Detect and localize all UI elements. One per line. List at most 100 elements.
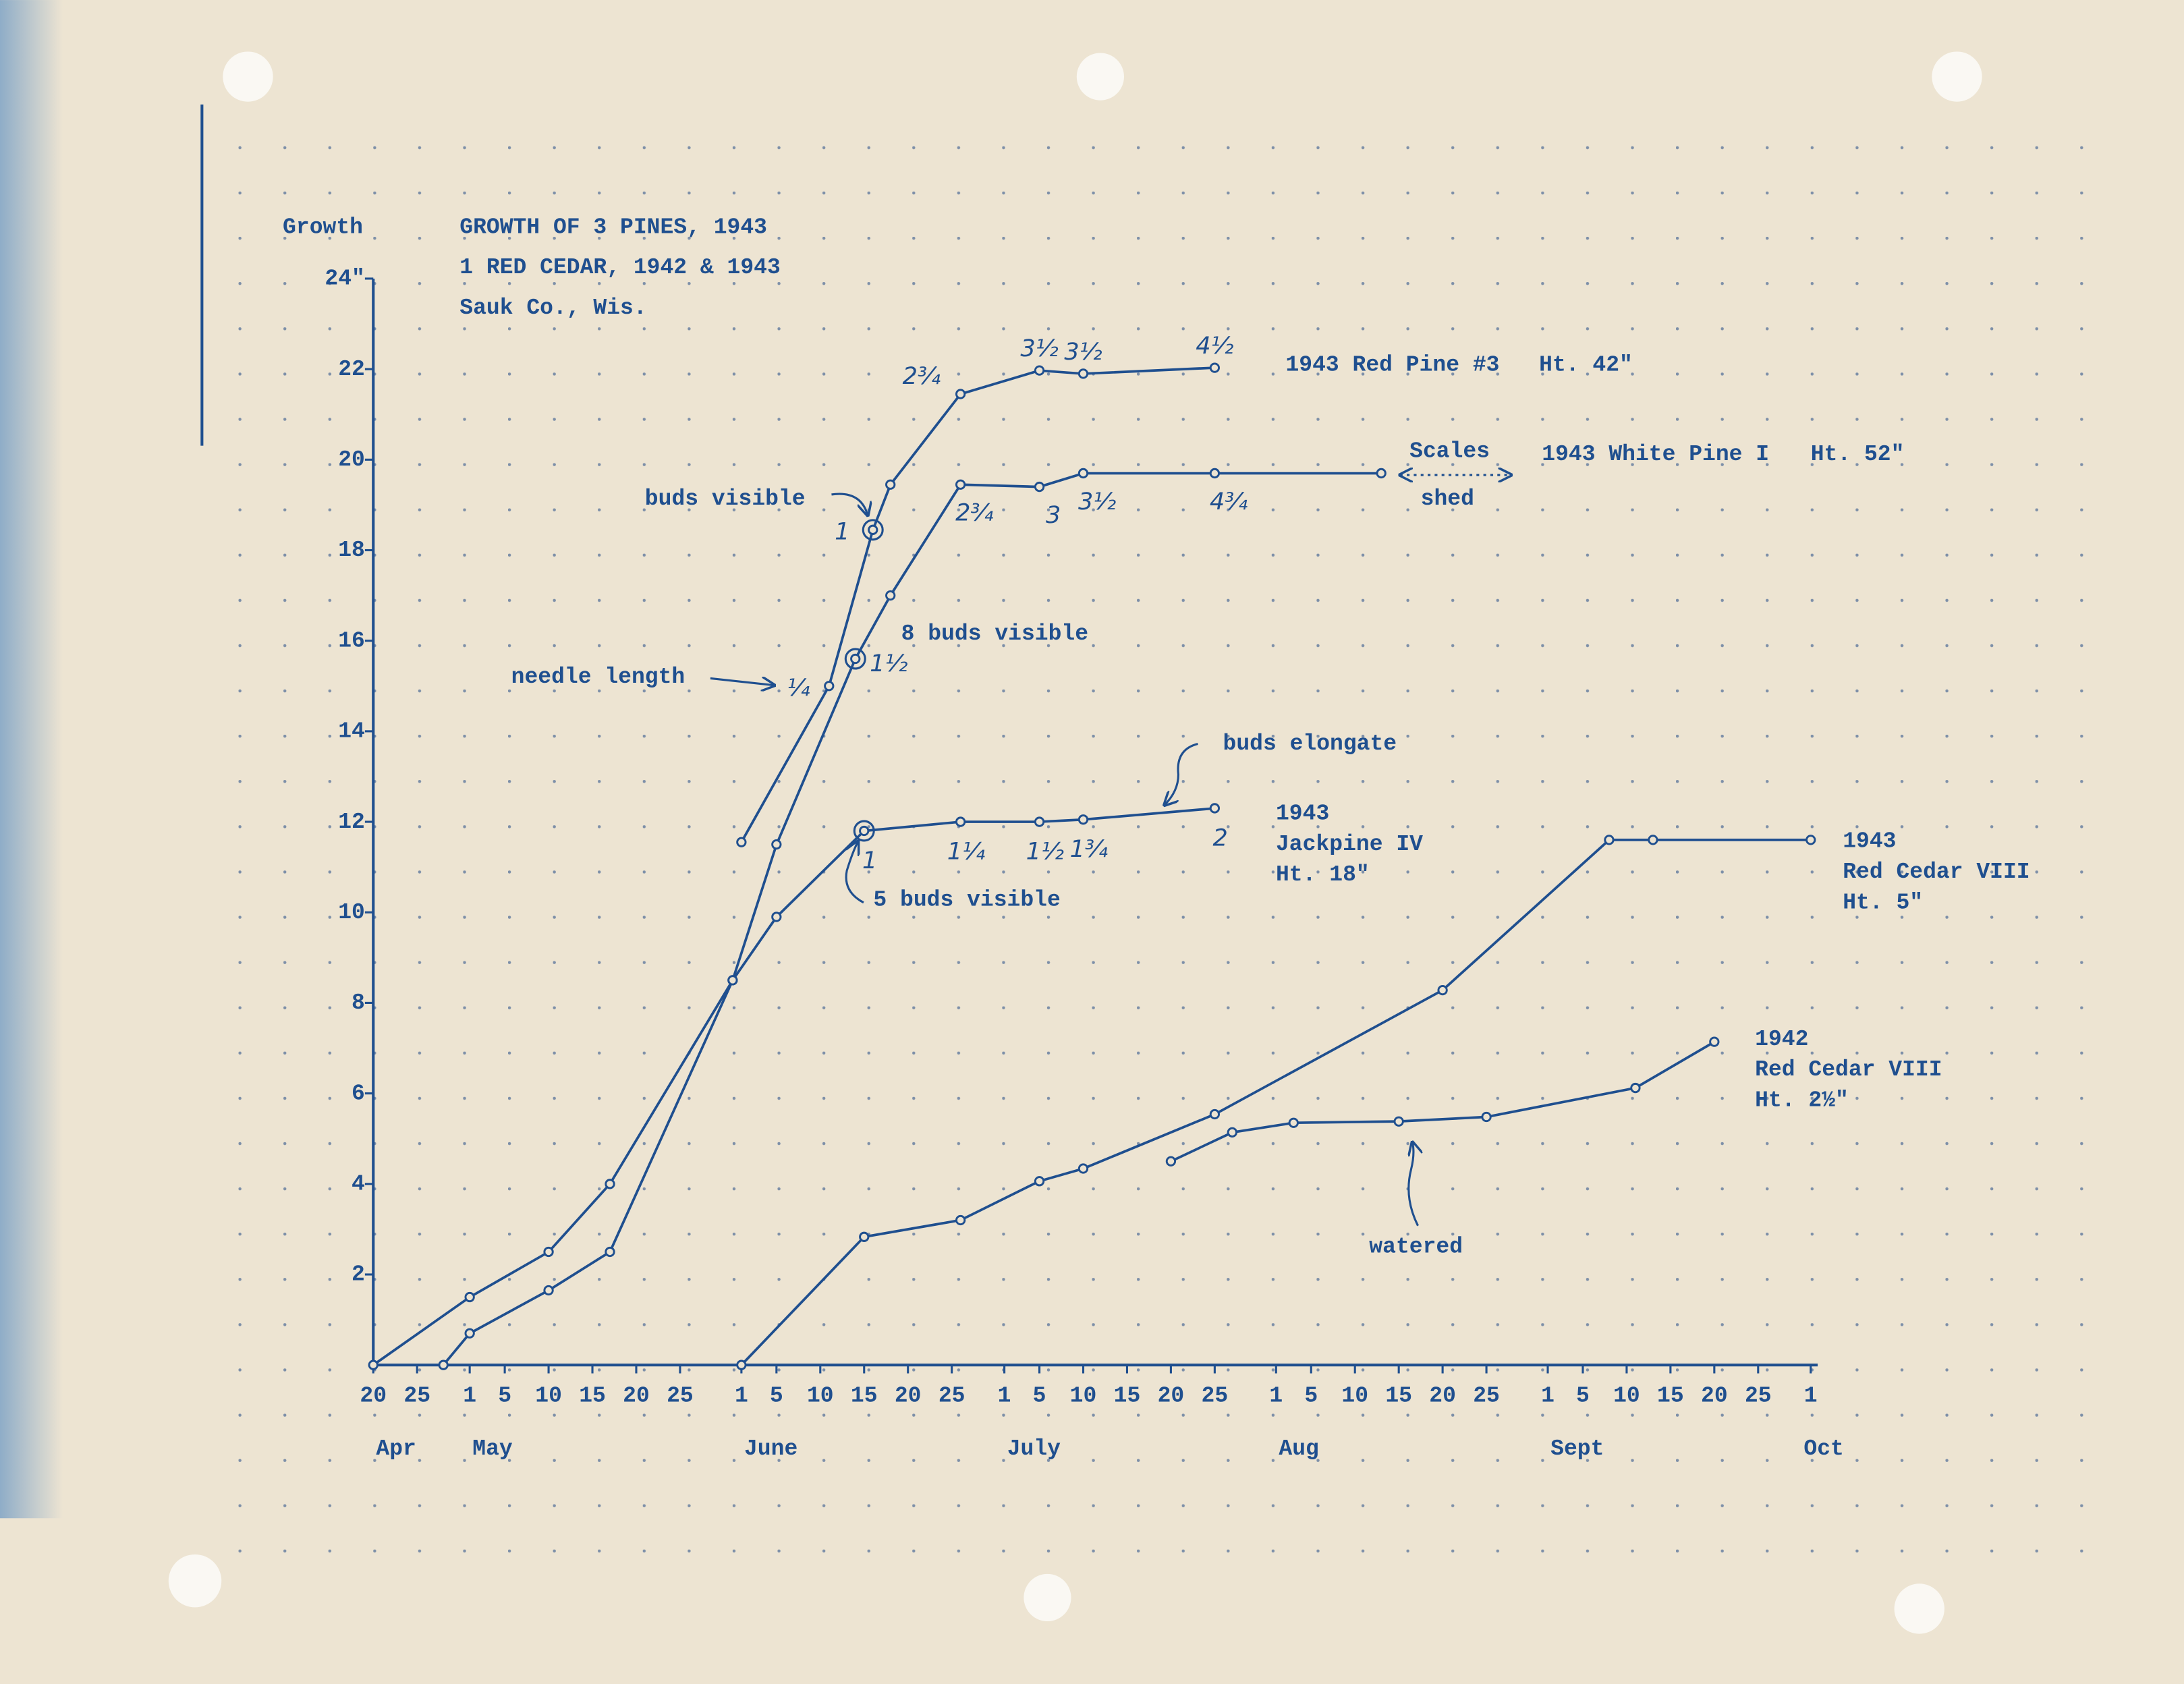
data-point <box>955 479 966 490</box>
x-tick-label: 5 <box>770 1383 783 1408</box>
y-tick-label: 14 <box>338 719 365 744</box>
data-point <box>543 1246 554 1258</box>
y-tick-label: 22 <box>338 357 365 382</box>
x-tick-label: 10 <box>1613 1383 1640 1408</box>
series-label: 1942 <box>1755 1027 1808 1052</box>
point-note: 3 <box>1046 501 1061 529</box>
x-tick-label: 15 <box>579 1383 606 1408</box>
dot-grid <box>229 132 2096 1553</box>
x-tick-label: 20 <box>360 1383 387 1408</box>
x-tick-label: 10 <box>535 1383 562 1408</box>
data-point <box>1165 1156 1177 1167</box>
y-axis-label: Growth <box>283 215 363 240</box>
annotation: 8 buds visible <box>901 621 1088 646</box>
data-point <box>1604 835 1615 845</box>
x-tick-label: 5 <box>1576 1383 1590 1408</box>
x-tick-label: 25 <box>939 1383 965 1408</box>
point-note: 2¾ <box>955 499 993 527</box>
series-label: Ht. 2½" <box>1755 1088 1849 1113</box>
x-tick-label: 1 <box>998 1383 1011 1408</box>
point-note: 2¾ <box>903 362 941 390</box>
annotation-arrow <box>831 493 868 515</box>
annotation: needle length <box>511 665 685 690</box>
data-point <box>1376 468 1387 479</box>
data-point <box>1077 1163 1089 1174</box>
point-note: 1¾ <box>1070 835 1108 863</box>
data-point <box>1034 365 1045 376</box>
data-point <box>1630 1082 1641 1094</box>
series-label: 1943 White Pine I <box>1542 442 1769 467</box>
y-tick-label: 16 <box>338 628 365 653</box>
x-tick-label: 25 <box>403 1383 430 1408</box>
data-point <box>771 839 782 850</box>
series-label: Red Cedar VIII <box>1755 1057 1942 1082</box>
x-month-label: June <box>744 1436 797 1461</box>
point-note: 1¼ <box>947 837 985 865</box>
annotation: Scales <box>1409 439 1490 464</box>
chart-title: GROWTH OF 3 PINES, 1943 <box>459 215 767 240</box>
data-point <box>1077 814 1089 825</box>
x-tick-label: 1 <box>463 1383 476 1408</box>
x-tick-label: 5 <box>1033 1383 1046 1408</box>
data-point <box>1034 816 1045 827</box>
data-point <box>438 1359 449 1370</box>
point-note: 1 <box>835 517 849 545</box>
x-tick-label: 15 <box>1114 1383 1141 1408</box>
point-note: ¼ <box>787 674 810 702</box>
y-tick-label: 24" <box>325 266 364 291</box>
data-point <box>955 389 966 399</box>
data-point <box>1034 481 1045 493</box>
data-point <box>885 479 896 490</box>
annotation-arrow <box>710 678 775 685</box>
y-tick-label: 6 <box>352 1081 365 1106</box>
x-tick-label: 20 <box>1429 1383 1456 1408</box>
data-point <box>1209 1108 1221 1120</box>
data-point <box>955 816 966 827</box>
data-point <box>464 1328 475 1339</box>
annotation: buds visible <box>645 486 806 511</box>
chart-title: Sauk Co., Wis. <box>459 296 646 320</box>
x-tick-label: 1 <box>1804 1383 1818 1408</box>
series-label: Ht. 42" <box>1539 353 1633 378</box>
x-tick-label: 15 <box>851 1383 878 1408</box>
x-tick-label: 20 <box>623 1383 650 1408</box>
point-note: 4½ <box>1196 332 1233 360</box>
series-label: 1943 Red Pine #3 <box>1285 353 1499 378</box>
x-month-label: May <box>472 1436 513 1461</box>
x-tick-label: 1 <box>1541 1383 1555 1408</box>
data-point <box>1077 468 1089 479</box>
series-line <box>740 839 1811 1366</box>
series-label: Red Cedar VIII <box>1843 860 2029 885</box>
x-month-label: Apr <box>376 1436 416 1461</box>
x-tick-label: 25 <box>1473 1383 1500 1408</box>
data-point <box>1209 803 1221 814</box>
circled-point <box>862 519 884 541</box>
point-note: 3½ <box>1064 338 1102 366</box>
x-tick-label: 10 <box>807 1383 834 1408</box>
data-point <box>868 524 878 535</box>
data-point <box>1227 1127 1237 1138</box>
data-point <box>736 1359 747 1370</box>
x-tick-label: 20 <box>1701 1383 1728 1408</box>
point-note: 1½ <box>1026 837 1064 865</box>
data-point <box>1648 835 1658 845</box>
data-point <box>955 1214 966 1226</box>
data-point <box>543 1285 554 1296</box>
series-line <box>740 366 1215 843</box>
x-tick-label: 15 <box>1657 1383 1684 1408</box>
circled-point <box>844 648 866 670</box>
point-note: 2 <box>1212 824 1227 851</box>
chart-title: 1 RED CEDAR, 1942 & 1943 <box>459 255 781 280</box>
plot: GROWTH OF 3 PINES, 1943 1 RED CEDAR, 1942… <box>283 215 2030 1461</box>
data-point <box>859 1231 870 1242</box>
data-point <box>1077 368 1089 379</box>
annotation-arrow <box>845 841 864 904</box>
data-point <box>727 975 738 986</box>
y-tick-label: 18 <box>338 538 365 563</box>
series-label: Ht. 5" <box>1843 891 1923 916</box>
x-tick-label: 25 <box>1745 1383 1772 1408</box>
x-tick-label: 1 <box>1269 1383 1283 1408</box>
data-point <box>605 1246 615 1258</box>
